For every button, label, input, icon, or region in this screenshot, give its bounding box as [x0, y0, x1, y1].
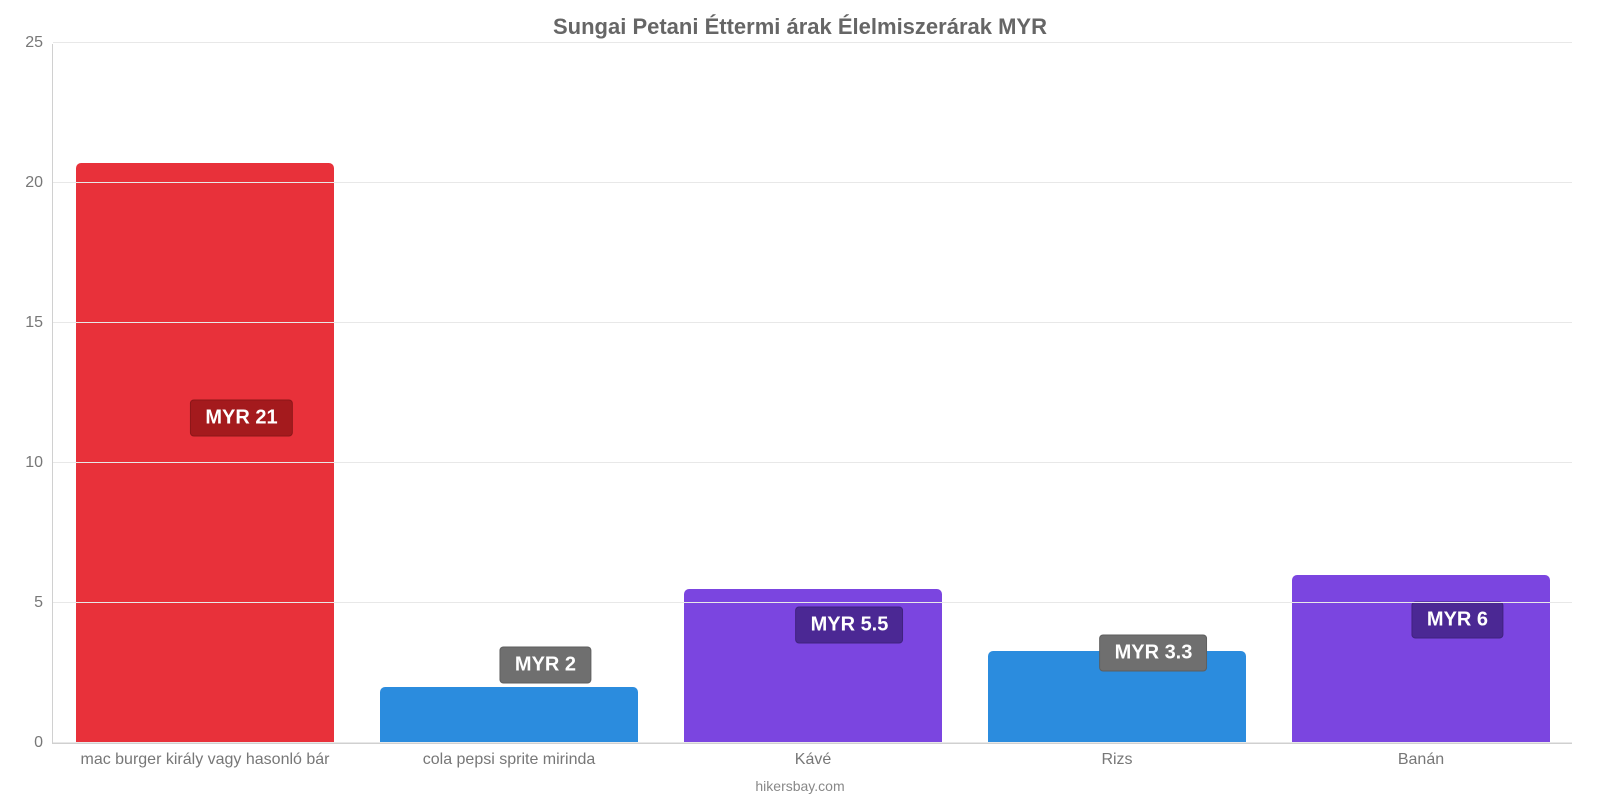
bar-slot: BanánMYR 6 — [1269, 44, 1573, 743]
bar — [76, 163, 334, 743]
plot-area: mac burger király vagy hasonló bárMYR 21… — [52, 44, 1572, 744]
xtick-label: Kávé — [661, 743, 965, 769]
gridline — [53, 322, 1572, 323]
chart-title: Sungai Petani Éttermi árak Élelmiszerára… — [0, 14, 1600, 40]
price-bar-chart: Sungai Petani Éttermi árak Élelmiszerára… — [0, 0, 1600, 800]
bar-slot: RizsMYR 3.3 — [965, 44, 1269, 743]
value-badge: MYR 3.3 — [1100, 635, 1208, 672]
xtick-label: mac burger király vagy hasonló bár — [53, 743, 357, 769]
xtick-label: Banán — [1269, 743, 1573, 769]
bars-layer: mac burger király vagy hasonló bárMYR 21… — [53, 44, 1572, 743]
gridline — [53, 182, 1572, 183]
gridline — [53, 42, 1572, 43]
value-badge: MYR 2 — [500, 646, 591, 683]
gridline — [53, 462, 1572, 463]
ytick-label: 15 — [25, 314, 53, 332]
bar-slot: mac burger király vagy hasonló bárMYR 21 — [53, 44, 357, 743]
bar-slot: cola pepsi sprite mirindaMYR 2 — [357, 44, 661, 743]
value-badge: MYR 5.5 — [796, 607, 904, 644]
ytick-label: 5 — [34, 594, 53, 612]
ytick-label: 10 — [25, 454, 53, 472]
ytick-label: 25 — [25, 34, 53, 52]
gridline — [53, 602, 1572, 603]
ytick-label: 20 — [25, 174, 53, 192]
bar — [1292, 575, 1550, 743]
ytick-label: 0 — [34, 734, 53, 752]
xtick-label: cola pepsi sprite mirinda — [357, 743, 661, 769]
gridline — [53, 742, 1572, 743]
bar-slot: KávéMYR 5.5 — [661, 44, 965, 743]
xtick-label: Rizs — [965, 743, 1269, 769]
value-badge: MYR 6 — [1412, 601, 1503, 638]
value-badge: MYR 21 — [190, 400, 292, 437]
bar — [380, 687, 638, 743]
chart-attribution: hikersbay.com — [0, 778, 1600, 794]
